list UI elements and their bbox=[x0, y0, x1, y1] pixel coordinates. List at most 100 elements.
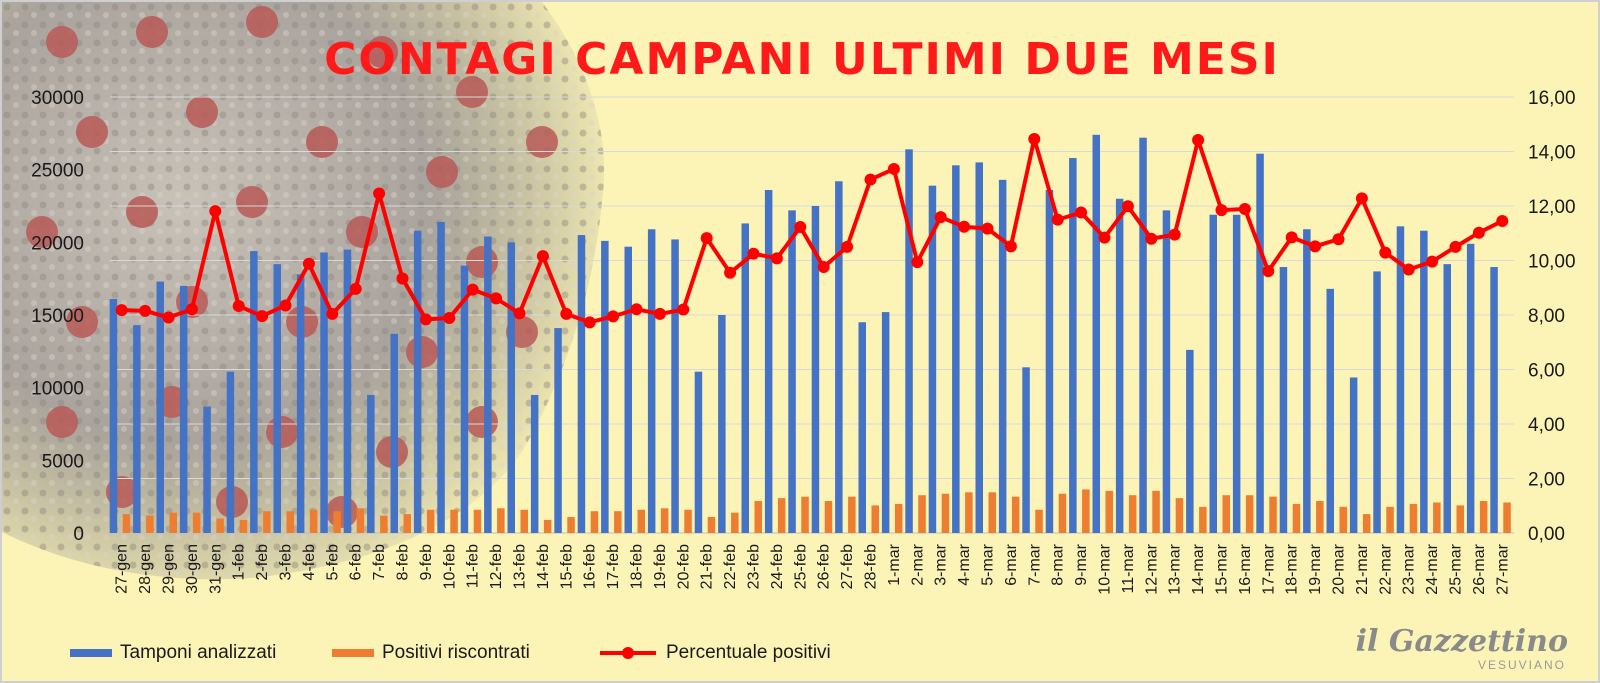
bar-tamponi-26-mar bbox=[1466, 243, 1475, 533]
virus-spike bbox=[46, 406, 78, 438]
x-tick-label: 18-mar bbox=[1284, 543, 1301, 594]
x-tick-label: 31-gen bbox=[207, 544, 224, 594]
bar-positivi-5-mar bbox=[988, 492, 996, 533]
x-tick-label: 19-mar bbox=[1307, 543, 1324, 594]
point-percentuale-17-mar bbox=[1262, 265, 1275, 278]
point-percentuale-19-feb bbox=[653, 307, 666, 320]
bar-positivi-27-mar bbox=[1503, 502, 1511, 533]
bar-positivi-20-feb bbox=[684, 509, 692, 533]
x-tick-label: 26-mar bbox=[1471, 543, 1488, 594]
point-percentuale-28-gen bbox=[139, 304, 152, 317]
x-tick-label: 14-mar bbox=[1190, 543, 1207, 594]
bar-positivi-30-gen bbox=[192, 512, 201, 533]
bar-tamponi-10-feb bbox=[437, 221, 445, 533]
point-percentuale-21-mar bbox=[1355, 192, 1368, 205]
y-left-tick-label: 15000 bbox=[31, 306, 84, 327]
y-left-tick-label: 10000 bbox=[31, 379, 84, 400]
y-right-tick-label: 4,00 bbox=[1528, 415, 1565, 436]
bar-positivi-23-mar bbox=[1409, 503, 1418, 533]
point-percentuale-24-feb bbox=[770, 252, 783, 265]
x-tick-label: 12-feb bbox=[488, 544, 505, 589]
y-right-tick-label: 12,00 bbox=[1528, 197, 1576, 218]
point-percentuale-1-feb bbox=[232, 300, 245, 313]
y-right-tick-label: 14,00 bbox=[1528, 143, 1576, 164]
point-percentuale-8-feb bbox=[396, 272, 409, 285]
bar-tamponi-21-mar bbox=[1349, 377, 1358, 533]
x-tick-label: 29-gen bbox=[161, 544, 178, 594]
point-percentuale-4-feb bbox=[302, 257, 315, 270]
point-percentuale-27-gen bbox=[115, 304, 128, 317]
x-tick-label: 21-mar bbox=[1354, 543, 1371, 594]
bar-positivi-16-mar bbox=[1245, 495, 1254, 533]
y-axis-right: 0,00 2,00 4,00 6,00 8,00 10,00 12,00 14,00 16,00 bbox=[1528, 88, 1576, 545]
bar-tamponi-12-feb bbox=[484, 236, 492, 533]
legend-item-percentuale: Percentuale positivi bbox=[600, 642, 831, 664]
bar-tamponi-7-mar bbox=[1022, 367, 1030, 533]
point-percentuale-18-feb bbox=[630, 303, 643, 316]
point-percentuale-26-mar bbox=[1472, 226, 1485, 239]
point-percentuale-15-mar bbox=[1215, 204, 1228, 217]
x-tick-label: 13-feb bbox=[512, 544, 529, 589]
point-percentuale-23-mar bbox=[1402, 263, 1415, 276]
bar-positivi-3-feb bbox=[286, 511, 294, 533]
bar-positivi-27-gen bbox=[122, 514, 131, 533]
bar-tamponi-20-feb bbox=[671, 239, 679, 533]
bar-positivi-10-mar bbox=[1105, 490, 1113, 533]
series-percentuale-line bbox=[115, 132, 1509, 329]
x-tick-label: 22-feb bbox=[722, 544, 739, 589]
y-left-tick-label: 30000 bbox=[31, 88, 84, 109]
bar-positivi-15-feb bbox=[567, 517, 575, 533]
x-tick-label: 17-mar bbox=[1260, 543, 1277, 594]
bar-tamponi-18-mar bbox=[1279, 267, 1288, 533]
virus-spike bbox=[26, 216, 58, 248]
logo-subtitle: VESUVIANO bbox=[1477, 658, 1566, 672]
bar-positivi-12-feb bbox=[497, 508, 505, 533]
bar-positivi-13-mar bbox=[1175, 498, 1184, 533]
x-tick-label: 4-feb bbox=[301, 544, 318, 581]
bar-positivi-12-mar bbox=[1152, 490, 1160, 533]
virus-spike bbox=[126, 196, 158, 228]
bar-tamponi-14-feb bbox=[530, 394, 539, 533]
virus-spike bbox=[366, 36, 398, 68]
point-percentuale-25-mar bbox=[1449, 240, 1462, 253]
virus-spike bbox=[186, 96, 218, 128]
x-tick-label: 13-mar bbox=[1167, 543, 1184, 594]
bar-tamponi-8-mar bbox=[1045, 190, 1054, 533]
bar-positivi-6-feb bbox=[356, 508, 365, 533]
bar-tamponi-5-mar bbox=[975, 162, 983, 533]
point-percentuale-30-gen bbox=[185, 303, 198, 316]
bar-positivi-10-feb bbox=[450, 509, 458, 533]
bar-positivi-1-feb bbox=[239, 519, 248, 533]
bar-tamponi-22-mar bbox=[1373, 271, 1381, 533]
bar-positivi-18-mar bbox=[1292, 503, 1301, 533]
x-tick-label: 8-feb bbox=[395, 544, 412, 581]
legend-swatch-tamponi bbox=[70, 649, 112, 657]
x-tick-label: 18-feb bbox=[629, 544, 646, 589]
bar-positivi-5-feb bbox=[333, 511, 341, 533]
point-percentuale-29-gen bbox=[162, 311, 175, 324]
point-percentuale-1-mar bbox=[887, 162, 900, 175]
x-axis: 27-gen 28-gen 29-gen 30-gen 31-gen 1-feb 2-feb… bbox=[114, 543, 1512, 594]
y-left-tick-label: 25000 bbox=[31, 161, 84, 182]
legend-item-tamponi: Tamponi analizzati bbox=[70, 642, 276, 664]
bar-tamponi-28-gen bbox=[133, 325, 141, 533]
point-percentuale-7-mar bbox=[1028, 132, 1041, 145]
point-percentuale-20-feb bbox=[677, 303, 690, 316]
x-tick-label: 1-mar bbox=[886, 543, 903, 585]
bar-tamponi-19-feb bbox=[647, 229, 656, 533]
y-right-tick-label: 6,00 bbox=[1528, 361, 1565, 382]
bar-positivi-26-feb bbox=[824, 501, 833, 533]
y-axis-left: 0 5000 10000 15000 20000 25000 30000 bbox=[31, 88, 84, 545]
x-tick-label: 5-mar bbox=[980, 543, 997, 585]
x-tick-label: 11-feb bbox=[465, 544, 482, 588]
x-tick-label: 3-mar bbox=[933, 543, 950, 585]
bar-tamponi-24-mar bbox=[1420, 230, 1428, 533]
x-tick-label: 16-mar bbox=[1237, 543, 1254, 594]
bar-positivi-25-mar bbox=[1456, 505, 1464, 533]
virus-spike bbox=[66, 306, 98, 338]
x-tick-label: 9-mar bbox=[1073, 543, 1090, 585]
legend-item-positivi: Positivi riscontrati bbox=[332, 642, 530, 664]
y-left-tick-label: 0 bbox=[73, 524, 84, 545]
